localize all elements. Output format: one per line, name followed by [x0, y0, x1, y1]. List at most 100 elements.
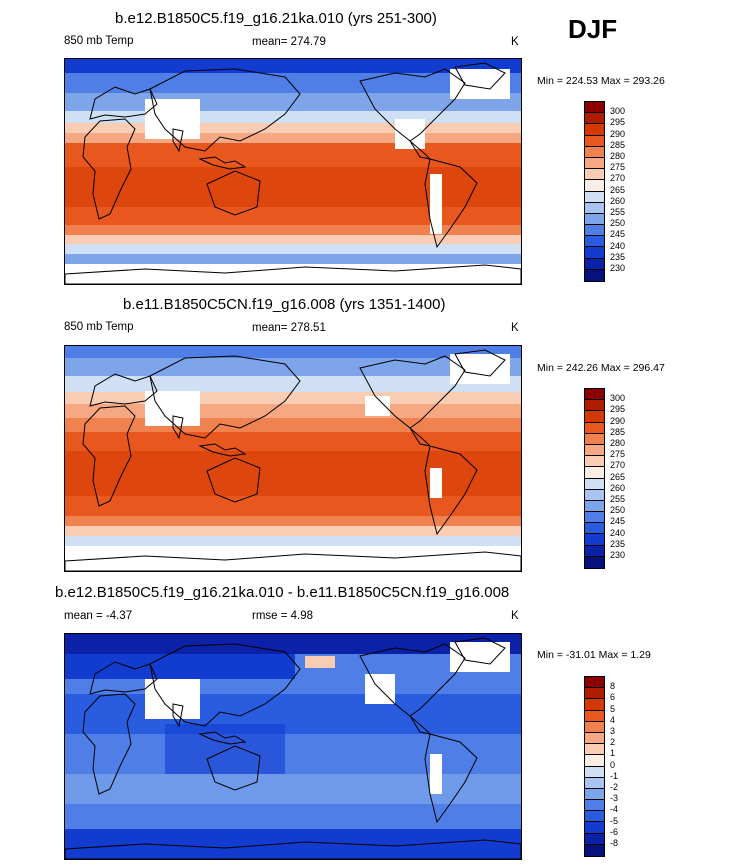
- colorbar-tick-label: 280: [610, 438, 626, 448]
- colorbar-tick-label: 275: [610, 162, 626, 173]
- colorbar-bin: [585, 113, 604, 125]
- colorbar-tick-label: -5: [610, 815, 619, 826]
- colorbar-bin: [585, 157, 604, 170]
- colorbar-tick-label: 300: [610, 106, 626, 117]
- colorbar-tick-label: 280: [610, 151, 626, 161]
- colorbar-bin: [585, 389, 604, 401]
- colorbar-bin: [585, 135, 604, 147]
- colorbar-tick-label: 235: [610, 251, 626, 262]
- colorbar-tick-label: -1: [610, 770, 619, 781]
- colorbar-tick-label: 290: [610, 128, 626, 139]
- colorbar-tick-label: 245: [610, 516, 626, 527]
- panel3-map: [64, 633, 522, 860]
- colorbar-bin: [585, 269, 604, 281]
- colorbar-tick-label: 255: [610, 207, 626, 217]
- colorbar-tick-label: 300: [610, 393, 626, 404]
- panel3-colorbar: [584, 676, 605, 857]
- panel3-units-label: K: [511, 610, 519, 622]
- colorbar-bin: [585, 456, 604, 468]
- panel2-colorbar: [584, 388, 605, 569]
- colorbar-bin: [585, 777, 604, 789]
- colorbar-tick-label: 4: [610, 714, 616, 725]
- colorbar-bin: [585, 258, 604, 270]
- colorbar-tick-label: 265: [610, 184, 626, 195]
- panel1-units-label: K: [511, 36, 519, 48]
- colorbar-tick-label: 285: [610, 139, 626, 150]
- colorbar-tick-label: 290: [610, 415, 626, 426]
- colorbar-bin: [585, 844, 604, 856]
- colorbar-bin: [585, 710, 604, 722]
- colorbar-bin: [585, 202, 604, 214]
- colorbar-bin: [585, 800, 604, 812]
- colorbar-bin: [585, 744, 604, 756]
- colorbar-tick-label: 235: [610, 538, 626, 549]
- colorbar-tick-label: 230: [610, 263, 626, 273]
- colorbar-bin: [585, 467, 604, 479]
- colorbar-bin: [585, 478, 604, 490]
- colorbar-bin: [585, 556, 604, 568]
- colorbar-tick-label: 295: [610, 117, 626, 128]
- colorbar-tick-label: 285: [610, 426, 626, 437]
- panel2-units-label: K: [511, 322, 519, 334]
- colorbar-bin: [585, 545, 604, 557]
- colorbar-tick-label: -3: [610, 793, 619, 804]
- colorbar-tick-label: 1: [610, 748, 616, 759]
- panel3-mean-label: mean = -4.37: [64, 610, 133, 622]
- colorbar-tick-label: 8: [610, 681, 616, 692]
- colorbar-bin: [585, 523, 604, 535]
- colorbar-tick-label: -6: [610, 826, 619, 837]
- colorbar-bin: [585, 489, 604, 501]
- colorbar-bin: [585, 788, 604, 801]
- colorbar-tick-label: 0: [610, 759, 616, 770]
- colorbar-tick-label: 260: [610, 482, 626, 493]
- colorbar-bin: [585, 699, 604, 711]
- colorbar-bin: [585, 169, 604, 181]
- colorbar-bin: [585, 422, 604, 434]
- colorbar-bin: [585, 433, 604, 445]
- colorbar-bin: [585, 247, 604, 259]
- colorbar-bin: [585, 400, 604, 412]
- panel3-minmax: Min = -31.01 Max = 1.29: [537, 649, 651, 661]
- colorbar-bin: [585, 236, 604, 248]
- colorbar-bin: [585, 180, 604, 192]
- colorbar-bin: [585, 213, 604, 226]
- colorbar-bin: [585, 732, 604, 745]
- colorbar-tick-label: 230: [610, 550, 626, 560]
- panel1-variable-label: 850 mb Temp: [64, 35, 134, 47]
- panel3-title: b.e12.B1850C5.f19_g16.21ka.010 - b.e11.B…: [55, 584, 510, 601]
- colorbar-bin: [585, 124, 604, 136]
- colorbar-tick-label: 275: [610, 449, 626, 460]
- colorbar-bin: [585, 833, 604, 845]
- colorbar-bin: [585, 688, 604, 700]
- colorbar-bin: [585, 766, 604, 778]
- colorbar-bin: [585, 102, 604, 114]
- panel1-mean-label: mean= 274.79: [252, 36, 326, 48]
- colorbar-bin: [585, 721, 604, 733]
- panel1-minmax: Min = 224.53 Max = 293.26: [537, 75, 665, 87]
- colorbar-tick-label: 250: [610, 505, 626, 516]
- colorbar-bin: [585, 225, 604, 237]
- colorbar-tick-label: 3: [610, 726, 616, 736]
- colorbar-tick-label: 245: [610, 229, 626, 240]
- panel1-colorbar: [584, 101, 605, 282]
- colorbar-bin: [585, 534, 604, 546]
- panel1-title: b.e12.B1850C5.f19_g16.21ka.010 (yrs 251-…: [115, 10, 437, 27]
- panel1-map: [64, 58, 522, 285]
- colorbar-bin: [585, 822, 604, 834]
- colorbar-tick-label: 2: [610, 737, 616, 748]
- colorbar-bin: [585, 411, 604, 423]
- colorbar-tick-label: -8: [610, 838, 619, 848]
- panel2-mean-label: mean= 278.51: [252, 322, 326, 334]
- colorbar-tick-label: 260: [610, 195, 626, 206]
- panel2-map: [64, 345, 522, 572]
- colorbar-tick-label: 6: [610, 692, 616, 703]
- panel2-title: b.e11.B1850C5CN.f19_g16.008 (yrs 1351-14…: [123, 296, 446, 313]
- colorbar-tick-label: 295: [610, 404, 626, 415]
- colorbar-bin: [585, 755, 604, 767]
- panel2-minmax: Min = 242.26 Max = 296.47: [537, 362, 665, 374]
- colorbar-bin: [585, 512, 604, 524]
- colorbar-tick-label: 270: [610, 460, 626, 471]
- colorbar-bin: [585, 191, 604, 203]
- colorbar-tick-label: 255: [610, 494, 626, 504]
- colorbar-tick-label: 240: [610, 527, 626, 538]
